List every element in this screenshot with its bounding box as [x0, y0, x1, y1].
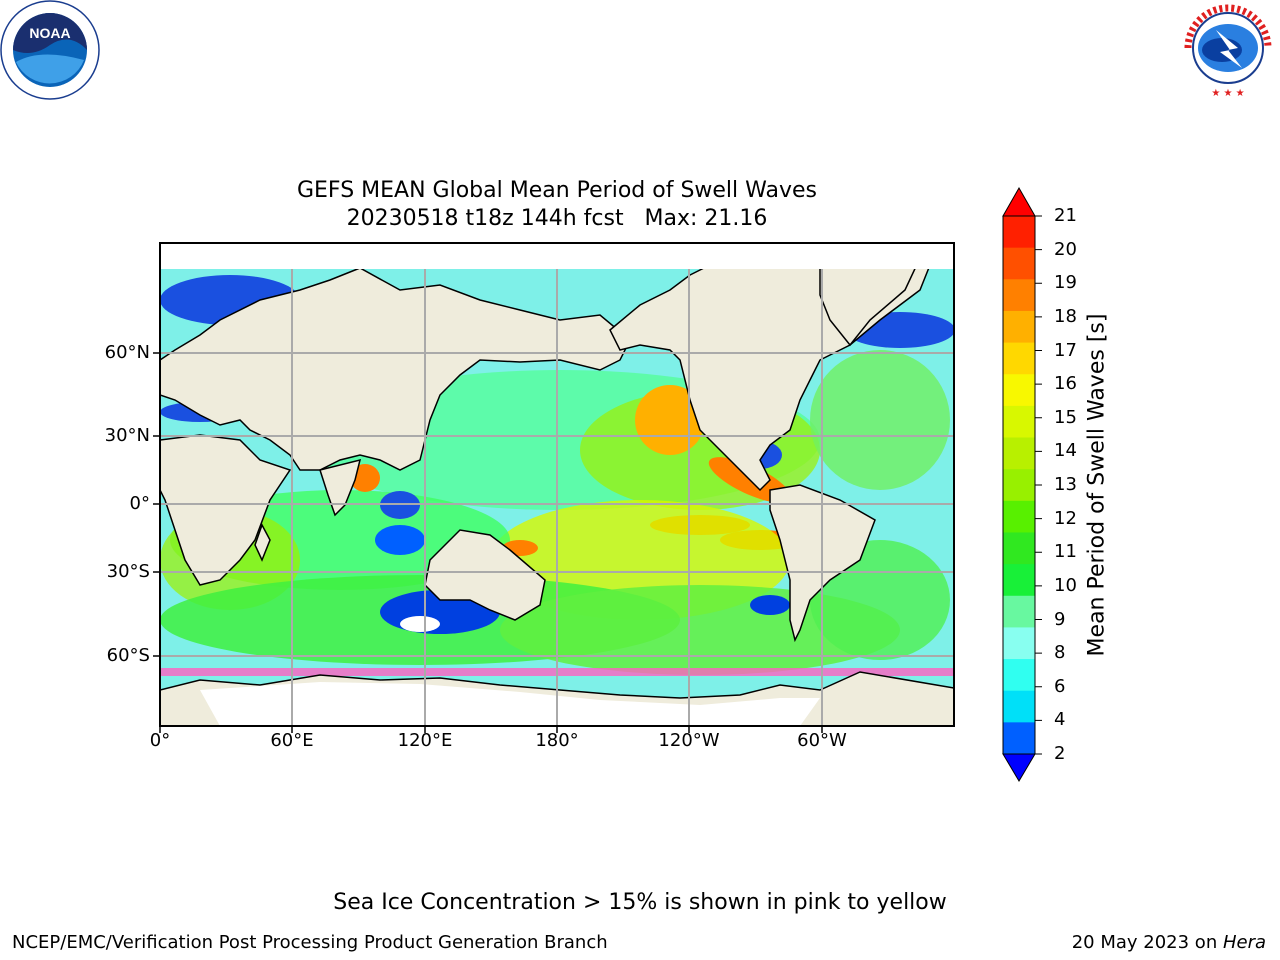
colorbar-band	[1003, 627, 1035, 660]
chart-subtitle: 20230518 t18z 144h fcst Max: 21.16	[346, 206, 768, 231]
colorbar-tick-label: 14	[1054, 440, 1077, 462]
colorbar-tick-label: 21	[1054, 205, 1077, 226]
colorbar-tick-label: 16	[1054, 373, 1077, 395]
colorbar-band	[1003, 469, 1035, 502]
lon-label-0: 0°	[149, 730, 171, 751]
lon-label-60e: 60°E	[270, 730, 314, 751]
colorbar-band	[1003, 595, 1035, 628]
colorbar-band	[1003, 374, 1035, 407]
colorbar-band	[1003, 500, 1035, 533]
colorbar-tick-label: 17	[1054, 339, 1077, 361]
svg-text:★ ★ ★: ★ ★ ★	[1211, 88, 1244, 99]
lat-label-0: 0°	[129, 493, 150, 514]
colorbar-tick-label: 12	[1054, 507, 1077, 529]
colorbar-tick-label: 13	[1054, 474, 1077, 495]
footer-date: 20 May 2023 on Hera	[1072, 932, 1266, 953]
colorbar-band	[1003, 310, 1035, 344]
colorbar-band	[1003, 247, 1035, 280]
colorbar-tick-label: 9	[1054, 608, 1066, 630]
lat-label-30n: 30°N	[104, 425, 150, 446]
colorbar-tick-label: 4	[1054, 709, 1066, 731]
chart-title: GEFS MEAN Global Mean Period of Swell Wa…	[296, 178, 817, 203]
noaa-logo-icon: NOAA	[0, 0, 100, 100]
colorbar-tick-label: 15	[1054, 406, 1077, 428]
lat-label-30s: 30°S	[106, 561, 150, 582]
colorbar-band	[1003, 722, 1035, 755]
colorbar-band	[1003, 659, 1035, 692]
lat-label-60n: 60°N	[104, 342, 150, 363]
lon-label-120e: 120°E	[397, 730, 453, 751]
colorbar-tick-label: 19	[1054, 272, 1077, 294]
colorbar-band	[1003, 279, 1035, 312]
lon-label-120w: 120°W	[658, 730, 720, 751]
colorbar-tick-label: 11	[1054, 541, 1077, 563]
colorbar-title: Mean Period of Swell Waves [s]	[1084, 313, 1110, 657]
colorbar-band	[1003, 216, 1035, 249]
colorbar-tick-label: 18	[1054, 305, 1077, 327]
lon-label-60w: 60°W	[797, 730, 847, 751]
colorbar-band	[1003, 564, 1035, 597]
lon-label-180: 180°	[535, 730, 579, 751]
lat-label-60s: 60°S	[106, 645, 150, 666]
colorbar-tick-label: 2	[1054, 743, 1066, 764]
colorbar-band	[1003, 437, 1035, 470]
colorbar-tick-label: 20	[1054, 238, 1077, 260]
graticule	[160, 243, 954, 726]
footer-credit: NCEP/EMC/Verification Post Processing Pr…	[12, 932, 608, 953]
colorbar-tick-label: 10	[1054, 574, 1077, 596]
footer-date-text: 20 May 2023 on	[1071, 932, 1223, 953]
colorbar-tick-label: 6	[1054, 675, 1066, 697]
colorbar-band	[1003, 690, 1035, 723]
noaa-logo-text: NOAA	[29, 25, 70, 41]
footer-machine: Hera	[1222, 932, 1266, 953]
sea-ice-note: Sea Ice Concentration > 15% is shown in …	[333, 890, 947, 915]
colorbar-band	[1003, 342, 1035, 375]
colorbar-band	[1003, 405, 1035, 439]
nws-logo-icon: ★ ★ ★	[1182, 2, 1274, 99]
colorbar-tick-label: 8	[1054, 642, 1066, 664]
colorbar-band	[1003, 532, 1035, 565]
